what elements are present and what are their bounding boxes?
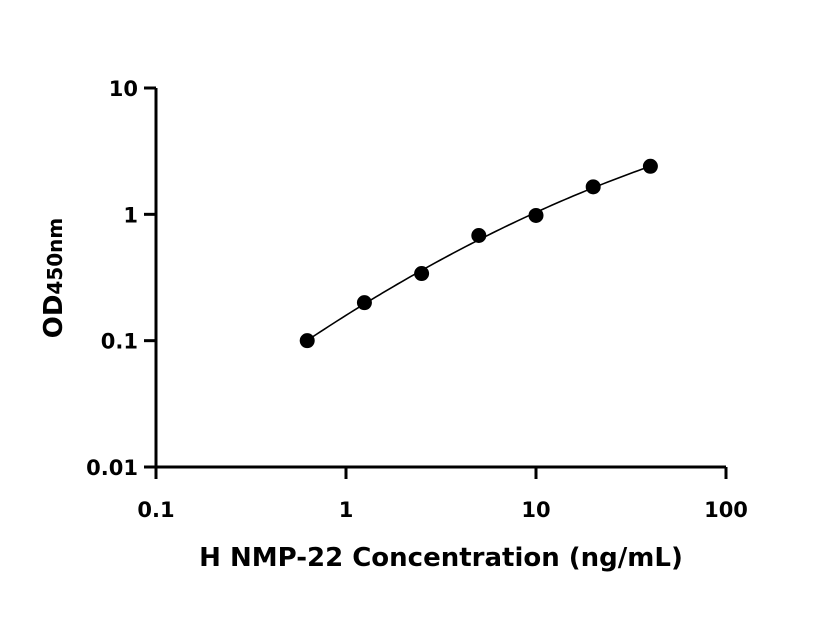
y-axis-title-main: OD [39,295,69,339]
x-tick-label-3: 100 [704,498,748,522]
x-tick-label-0: 0.1 [137,498,174,522]
x-tick-label-1: 1 [339,498,354,522]
data-point-3 [471,227,487,243]
data-point-1 [356,295,372,311]
y-tick-label-3: 10 [109,77,138,101]
y-axis-title: OD450nm [39,218,69,339]
y-ticks: 0.01 0.1 1 10 [86,77,156,480]
data-point-6 [642,158,658,174]
data-point-2 [414,266,430,282]
y-tick-label-0: 0.01 [86,456,138,480]
y-tick-label-2: 1 [123,203,138,227]
x-ticks: 0.1 1 10 100 [137,467,748,522]
data-points [299,158,658,349]
data-point-0 [299,333,315,349]
data-point-4 [528,207,544,223]
fit-curve [306,165,651,342]
x-tick-label-2: 10 [521,498,550,522]
y-tick-label-1: 0.1 [101,330,138,354]
x-axis-title: H NMP-22 Concentration (ng/mL) [199,543,683,573]
axes [154,88,726,469]
data-point-5 [585,179,601,195]
y-axis-title-sub: 450nm [43,218,67,295]
